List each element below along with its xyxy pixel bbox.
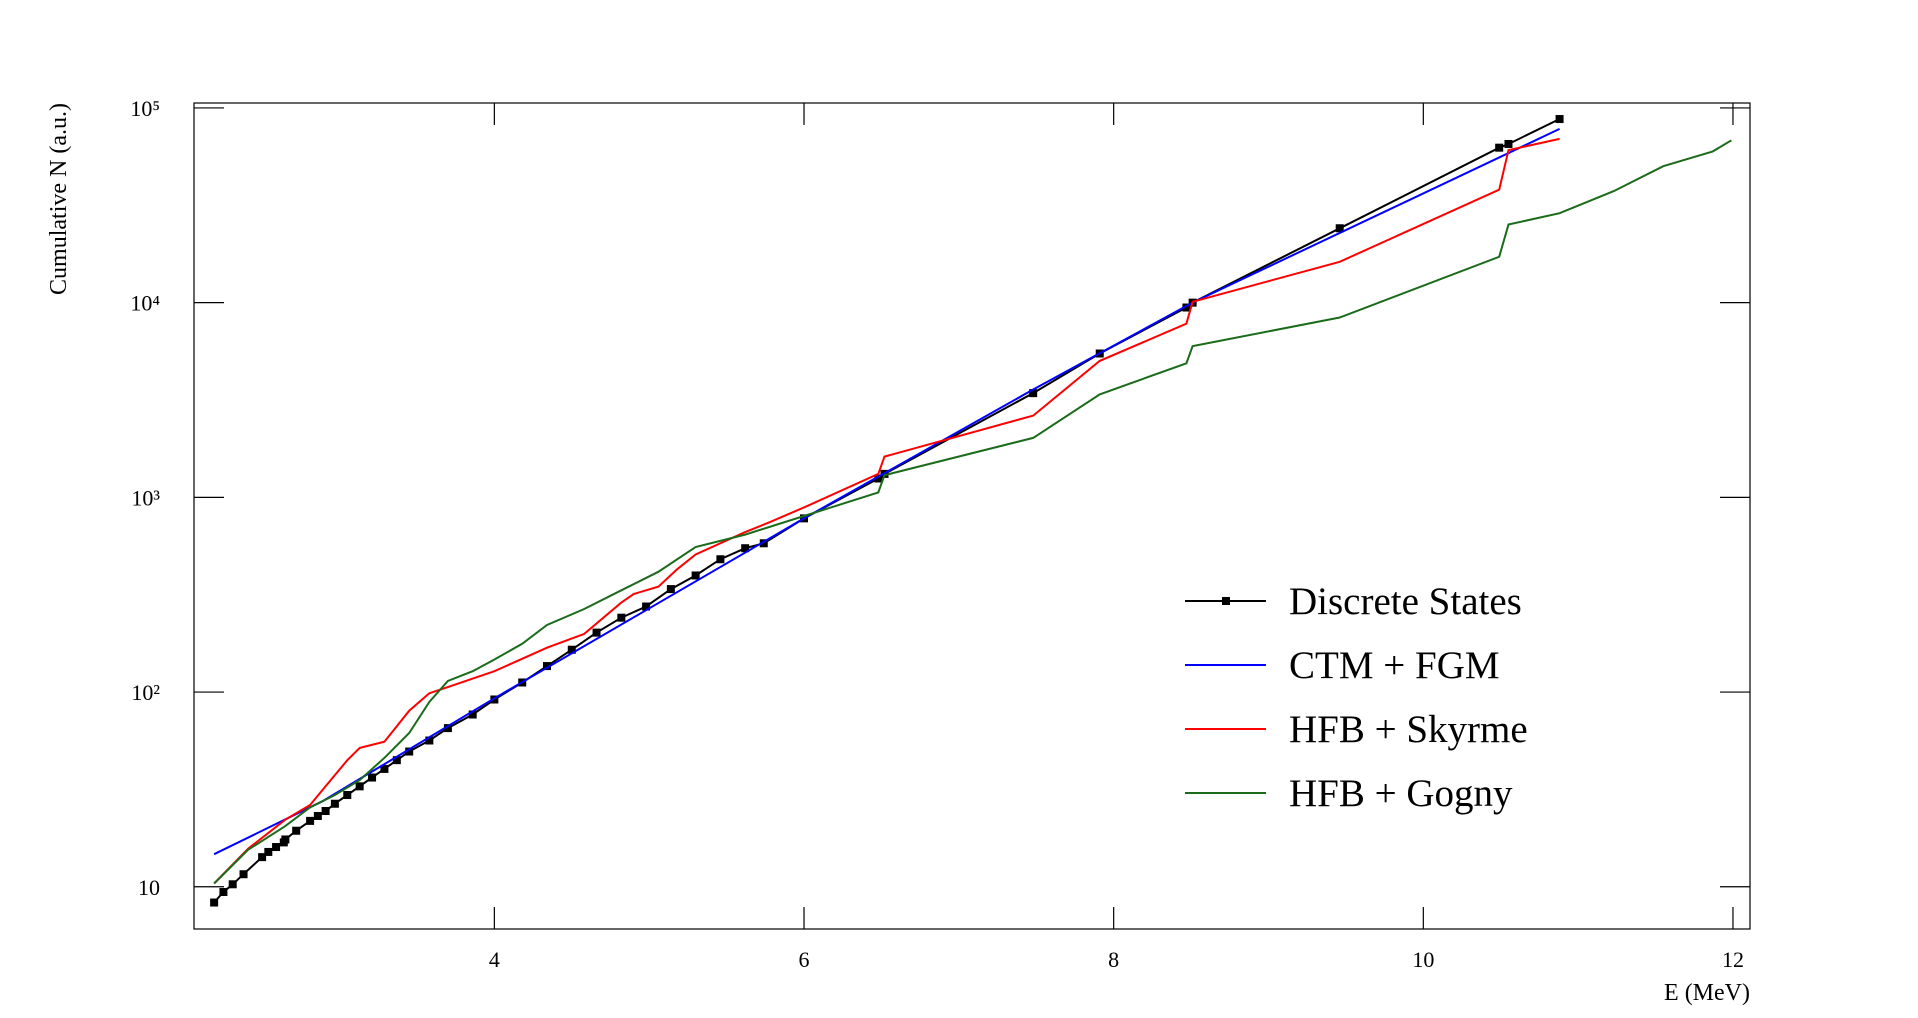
legend-marker [1222,597,1230,605]
data-point [219,888,228,897]
data-point [642,602,651,611]
x-tick-label: 4 [489,947,500,972]
y-tick-label: 10³ [131,485,160,510]
data-point [1182,303,1191,312]
data-point [330,799,339,808]
data-point [425,736,434,745]
data-point [1335,224,1344,233]
data-point [392,756,401,765]
legend-label: CTM + FGM [1289,644,1500,687]
data-point [741,544,750,553]
legend-label: HFB + Skyrme [1289,708,1528,751]
data-point [306,816,315,825]
data-point [368,773,377,782]
data-point [313,811,322,820]
data-point [405,747,414,756]
data-point [543,662,552,671]
data-point [1029,389,1038,398]
y-tick-label: 10⁴ [130,291,160,316]
data-point [874,474,883,483]
data-point [239,870,248,879]
data-point [666,585,675,594]
data-point [281,835,290,844]
series-line [213,139,1732,885]
data-point [264,847,273,856]
data-point [567,645,576,654]
data-point [258,853,267,862]
x-tick-label: 8 [1108,947,1119,972]
x-tick-label: 6 [799,947,810,972]
data-point [355,782,364,791]
x-axis-label: E (MeV) [1664,980,1750,1006]
x-tick-label: 12 [1722,947,1744,972]
data-point [691,571,700,580]
data-point [759,539,768,548]
legend-label: HFB + Gogny [1289,772,1513,815]
legend-label: Discrete States [1289,580,1522,623]
data-point [443,724,452,733]
data-point [1495,143,1504,152]
data-point [592,628,601,637]
data-point [228,880,237,889]
data-point [716,555,725,564]
data-point [272,843,281,852]
data-point [468,710,477,719]
data-point [321,807,330,816]
x-tick-label: 10 [1412,947,1434,972]
y-tick-label: 10⁵ [130,96,160,121]
data-point [380,764,389,773]
data-point [617,613,626,622]
plot-frame [193,102,1751,930]
data-point [490,695,499,704]
data-point [292,826,301,835]
y-tick-label: 10² [131,680,160,705]
data-point [210,898,219,907]
data-point [343,791,352,800]
series-line [213,137,1560,885]
data-point [1555,115,1564,124]
data-point [1504,139,1513,148]
y-tick-label: 10 [138,875,160,900]
y-axis-label: Cumulative N (a.u.) [46,103,72,295]
